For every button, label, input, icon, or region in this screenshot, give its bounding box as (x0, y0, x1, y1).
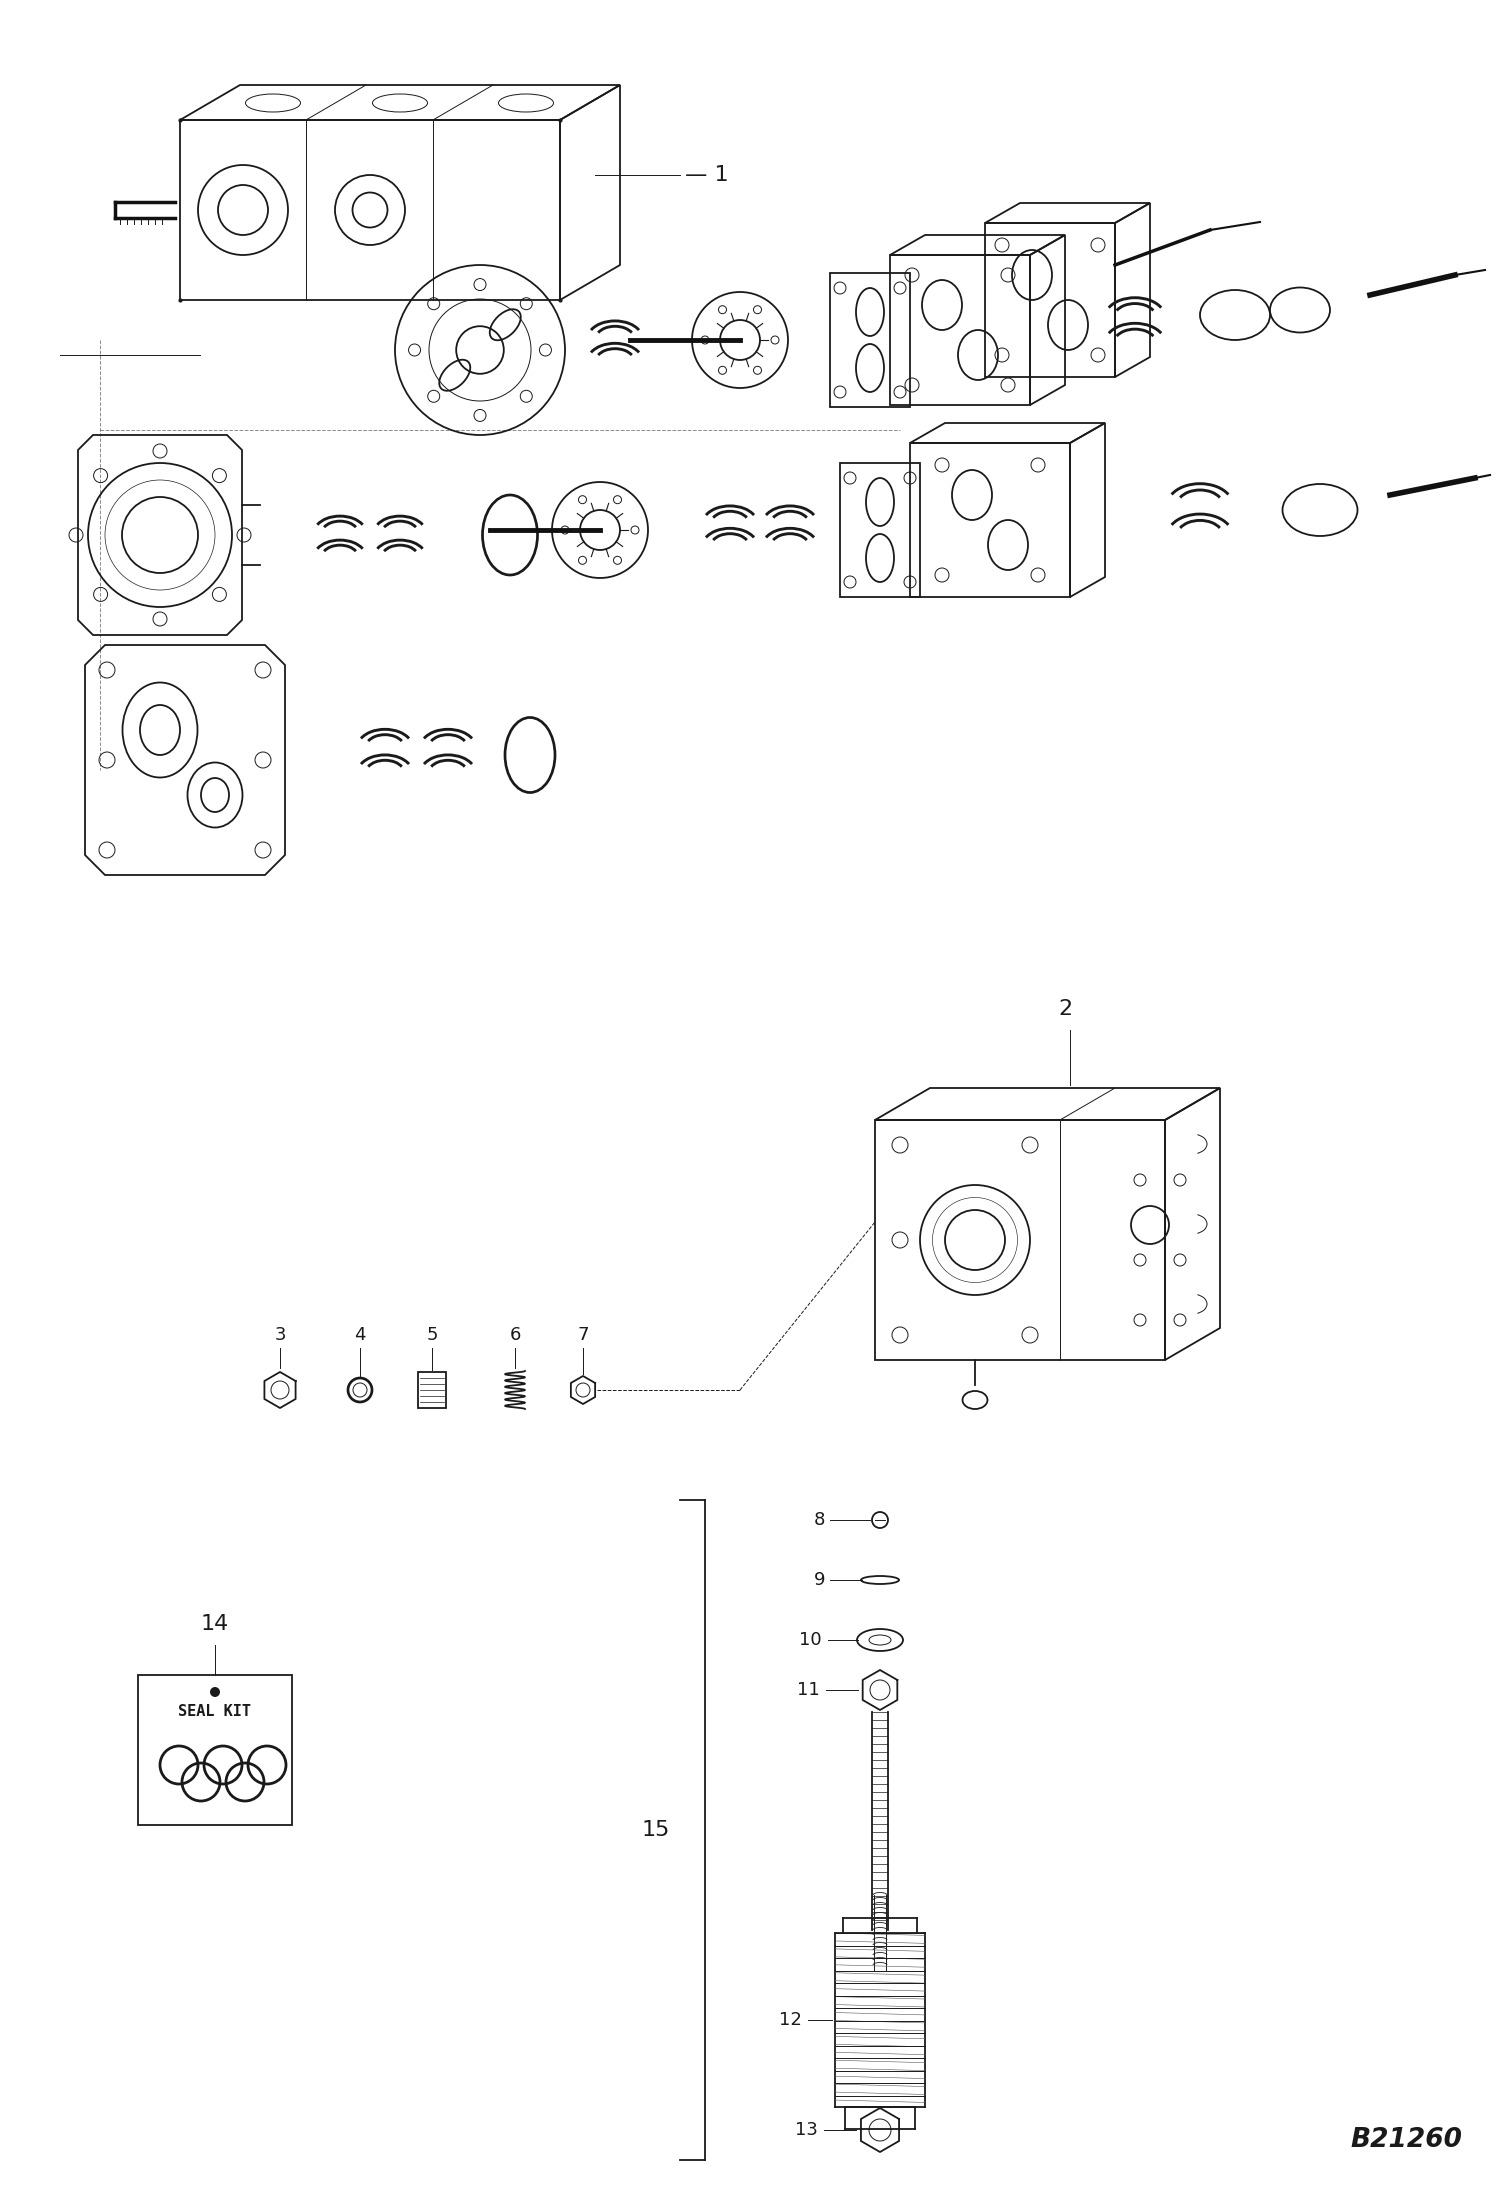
Text: 14: 14 (200, 1615, 229, 1634)
Text: 2: 2 (1058, 999, 1073, 1019)
Text: 7: 7 (577, 1326, 589, 1343)
Text: B21260: B21260 (1349, 2127, 1462, 2154)
Text: 4: 4 (355, 1326, 365, 1343)
Text: 11: 11 (797, 1680, 820, 1698)
Text: 6: 6 (509, 1326, 521, 1343)
Circle shape (209, 1687, 220, 1698)
Text: 12: 12 (779, 2011, 802, 2029)
Text: — 1: — 1 (685, 164, 729, 184)
Text: 13: 13 (796, 2121, 818, 2138)
Text: 8: 8 (814, 1512, 824, 1529)
Text: 9: 9 (814, 1571, 824, 1588)
Text: 3: 3 (274, 1326, 286, 1343)
Text: 10: 10 (799, 1630, 821, 1650)
Text: SEAL KIT: SEAL KIT (178, 1705, 251, 1720)
Text: 15: 15 (642, 1821, 670, 1840)
Text: 5: 5 (426, 1326, 438, 1343)
